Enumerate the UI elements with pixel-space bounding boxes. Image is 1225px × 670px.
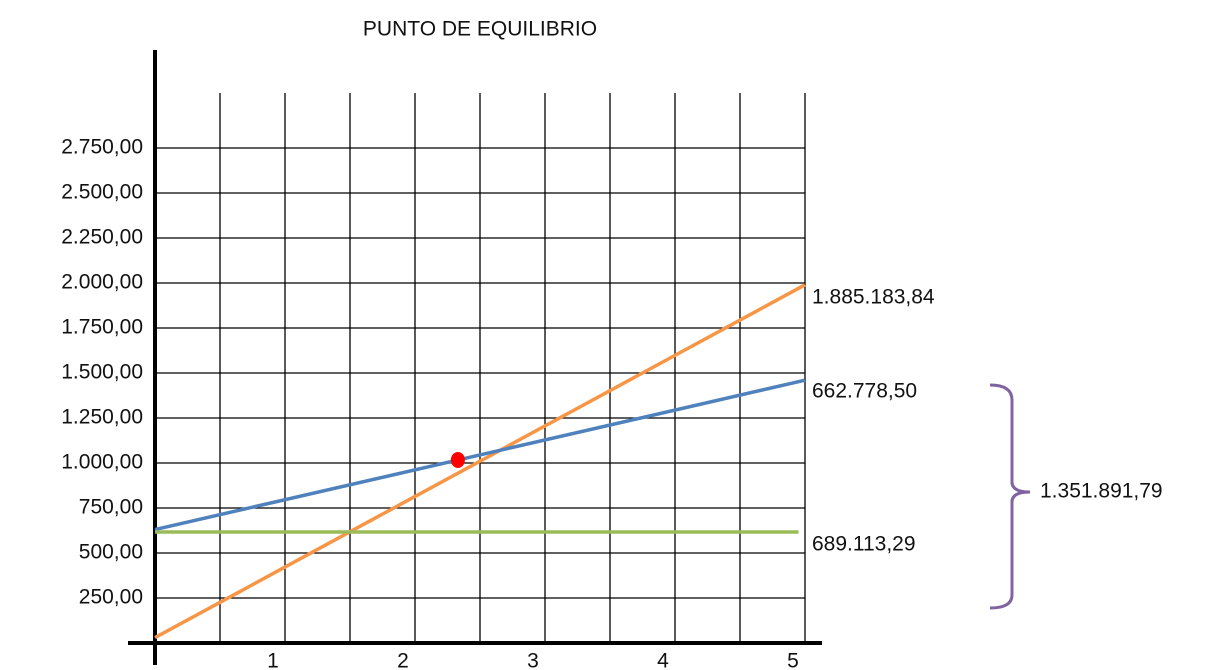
y-tick-label: 500,00: [79, 541, 143, 564]
annotation: 1.351.891,79: [1040, 480, 1163, 503]
y-tick-label: 2.500,00: [61, 181, 143, 204]
y-tick-label: 2.250,00: [61, 226, 143, 249]
series-line: [154, 378, 806, 532]
y-tick-label: 1.250,00: [61, 406, 143, 429]
x-tick-label: 5: [787, 650, 799, 670]
brace: [989, 383, 1031, 610]
y-tick-label: 1.500,00: [61, 361, 143, 384]
y-tick-label: 1.750,00: [61, 316, 143, 339]
x-tick-label: 2: [397, 650, 409, 670]
x-tick-label: 4: [657, 650, 669, 670]
x-tick-label: 3: [527, 650, 539, 670]
y-tick-label: 2.750,00: [61, 136, 143, 159]
y-tick-label: 1.000,00: [61, 451, 143, 474]
x-tick-label: 1: [267, 650, 279, 670]
y-tick-label: 2.000,00: [61, 271, 143, 294]
y-tick-label: 750,00: [79, 496, 143, 519]
annotation: 689.113,29: [812, 533, 916, 556]
annotation: 1.885.183,84: [812, 286, 935, 309]
series-line: [154, 283, 806, 640]
chart-title: PUNTO DE EQUILIBRIO: [363, 18, 597, 41]
annotation: 662.778,50: [812, 380, 917, 403]
y-tick-label: 250,00: [79, 586, 143, 609]
equilibrium-point: [450, 451, 465, 468]
